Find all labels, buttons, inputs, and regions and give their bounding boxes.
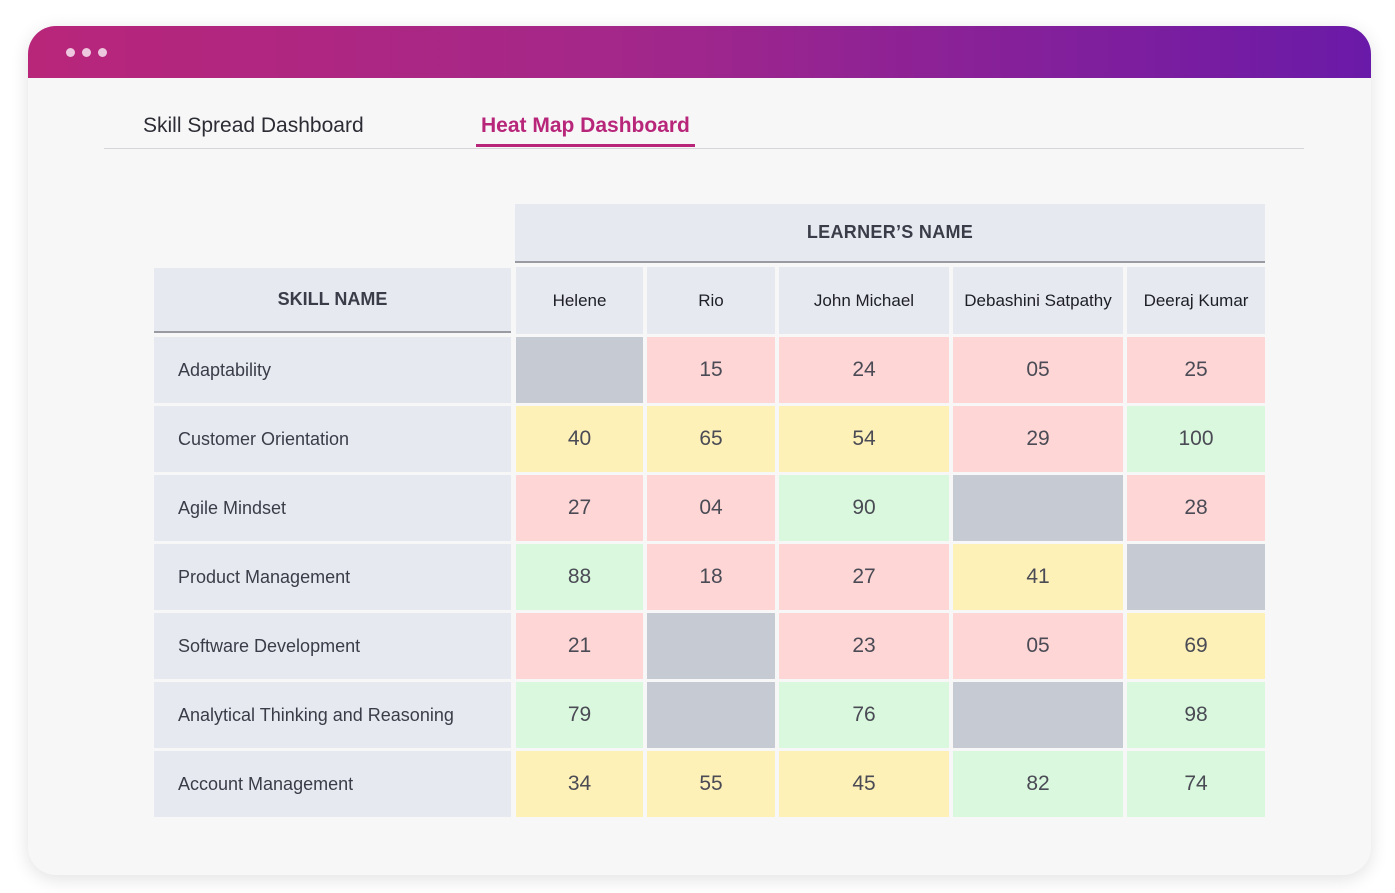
- heat-map-cell: 69: [1127, 613, 1265, 679]
- title-bar: [28, 26, 1371, 78]
- heat-map-cell: 15: [647, 337, 775, 403]
- heat-map-cell: 25: [1127, 337, 1265, 403]
- skill-row-label: Analytical Thinking and Reasoning: [154, 682, 511, 748]
- tab-skill-spread[interactable]: Skill Spread Dashboard: [143, 114, 364, 137]
- skill-name-text: Analytical Thinking and Reasoning: [178, 704, 454, 725]
- heat-map-cell: [1127, 544, 1265, 610]
- heat-map-cell: 04: [647, 475, 775, 541]
- heat-map-cell: [953, 475, 1123, 541]
- tab-heat-map[interactable]: Heat Map Dashboard: [476, 114, 695, 147]
- heat-map-cell: 55: [647, 751, 775, 817]
- learner-name-header: LEARNER’S NAME: [515, 204, 1265, 263]
- window-dot-icon[interactable]: [82, 48, 91, 57]
- heat-map-cell: [516, 337, 643, 403]
- heat-map-cell: [647, 682, 775, 748]
- heat-map-cell: 100: [1127, 406, 1265, 472]
- skill-row-label: Customer Orientation: [154, 406, 511, 472]
- heat-map-cell: 54: [779, 406, 949, 472]
- learner-column-header: Deeraj Kumar: [1127, 267, 1265, 334]
- learner-column-header: John Michael: [779, 267, 949, 334]
- dashboard-tabs: Skill Spread Dashboard Heat Map Dashboar…: [104, 114, 1304, 149]
- heat-map-cell: 76: [779, 682, 949, 748]
- heat-map-cell: 90: [779, 475, 949, 541]
- heat-map-cell: 05: [953, 337, 1123, 403]
- heat-map-cell: 18: [647, 544, 775, 610]
- heat-map-cell: 45: [779, 751, 949, 817]
- learner-column-header: Debashini Satpathy: [953, 267, 1123, 334]
- skill-name-text: Software Development: [178, 635, 361, 656]
- window-dot-icon[interactable]: [98, 48, 107, 57]
- heat-map-cell: 29: [953, 406, 1123, 472]
- heat-map-cell: [647, 613, 775, 679]
- tab-heat-map-label: Heat Map Dashboard: [481, 114, 690, 137]
- skill-name-text: Product Management: [178, 566, 351, 587]
- window-controls[interactable]: [66, 48, 107, 57]
- heat-map-cell: [953, 682, 1123, 748]
- skill-row-label: Agile Mindset: [154, 475, 511, 541]
- heat-map-cell: 27: [779, 544, 949, 610]
- heat-map-cell: 27: [516, 475, 643, 541]
- skill-name-text: Account Management: [178, 773, 354, 794]
- skill-row-label: Adaptability: [154, 337, 511, 403]
- heat-map-cell: 74: [1127, 751, 1265, 817]
- skill-row-label: Account Management: [154, 751, 511, 817]
- skill-name-header: SKILL NAME: [154, 268, 511, 333]
- heat-map-cell: 21: [516, 613, 643, 679]
- heat-map-cell: 05: [953, 613, 1123, 679]
- window-dot-icon[interactable]: [66, 48, 75, 57]
- skill-name-text: Customer Orientation: [178, 428, 350, 449]
- heat-map-cell: 82: [953, 751, 1123, 817]
- app-window: Skill Spread Dashboard Heat Map Dashboar…: [28, 26, 1371, 875]
- heat-map-cell: 24: [779, 337, 949, 403]
- skill-name-text: Adaptability: [178, 359, 272, 380]
- learner-column-header: Rio: [647, 267, 775, 334]
- skill-name-text: Agile Mindset: [178, 497, 287, 518]
- heat-map-cell: 88: [516, 544, 643, 610]
- heat-map-cell: 79: [516, 682, 643, 748]
- heat-map-cell: 41: [953, 544, 1123, 610]
- heat-map-cell: 34: [516, 751, 643, 817]
- heat-map-cell: 28: [1127, 475, 1265, 541]
- skill-row-label: Software Development: [154, 613, 511, 679]
- learner-column-header: Helene: [516, 267, 643, 334]
- heat-map-cell: 98: [1127, 682, 1265, 748]
- heat-map-cell: 40: [516, 406, 643, 472]
- skill-row-label: Product Management: [154, 544, 511, 610]
- heat-map-cell: 23: [779, 613, 949, 679]
- heat-map-cell: 65: [647, 406, 775, 472]
